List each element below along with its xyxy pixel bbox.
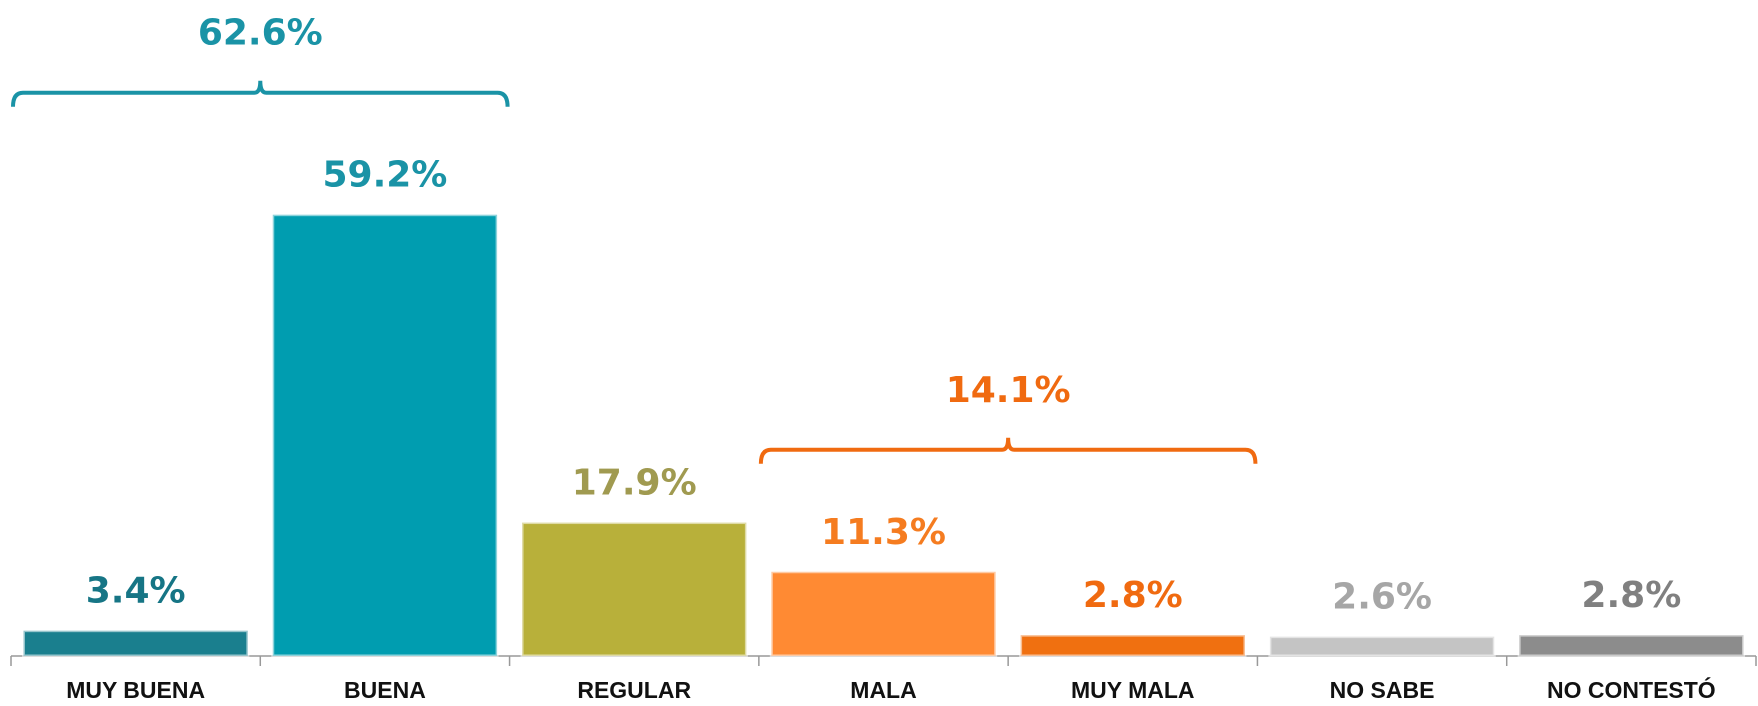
- x-tick-label: BUENA: [344, 677, 426, 703]
- value-label: 2.6%: [1332, 577, 1432, 618]
- value-label: 2.8%: [1581, 575, 1681, 616]
- bar: [1019, 633, 1247, 658]
- bar: [1268, 635, 1496, 658]
- x-tick-label: MALA: [850, 677, 916, 703]
- bar: [1517, 633, 1746, 658]
- bar: [21, 629, 250, 658]
- bracket: [11, 80, 510, 107]
- bar: [271, 213, 499, 658]
- value-label: 3.4%: [86, 571, 186, 612]
- bracket-label: 62.6%: [198, 13, 323, 54]
- bracket-label: 14.1%: [946, 370, 1071, 411]
- bar: [520, 521, 748, 658]
- value-label: 2.8%: [1083, 575, 1183, 616]
- bar: [769, 570, 998, 658]
- x-tick-label: NO SABE: [1330, 677, 1435, 703]
- x-tick-label: NO CONTESTÓ: [1547, 676, 1716, 703]
- x-tick-label: MUY MALA: [1071, 677, 1195, 703]
- value-label: 17.9%: [572, 463, 697, 504]
- value-label: 11.3%: [821, 512, 946, 553]
- x-tick-label: REGULAR: [577, 677, 691, 703]
- x-tick-label: MUY BUENA: [66, 677, 205, 703]
- bracket: [758, 437, 1258, 464]
- value-label: 59.2%: [322, 155, 447, 196]
